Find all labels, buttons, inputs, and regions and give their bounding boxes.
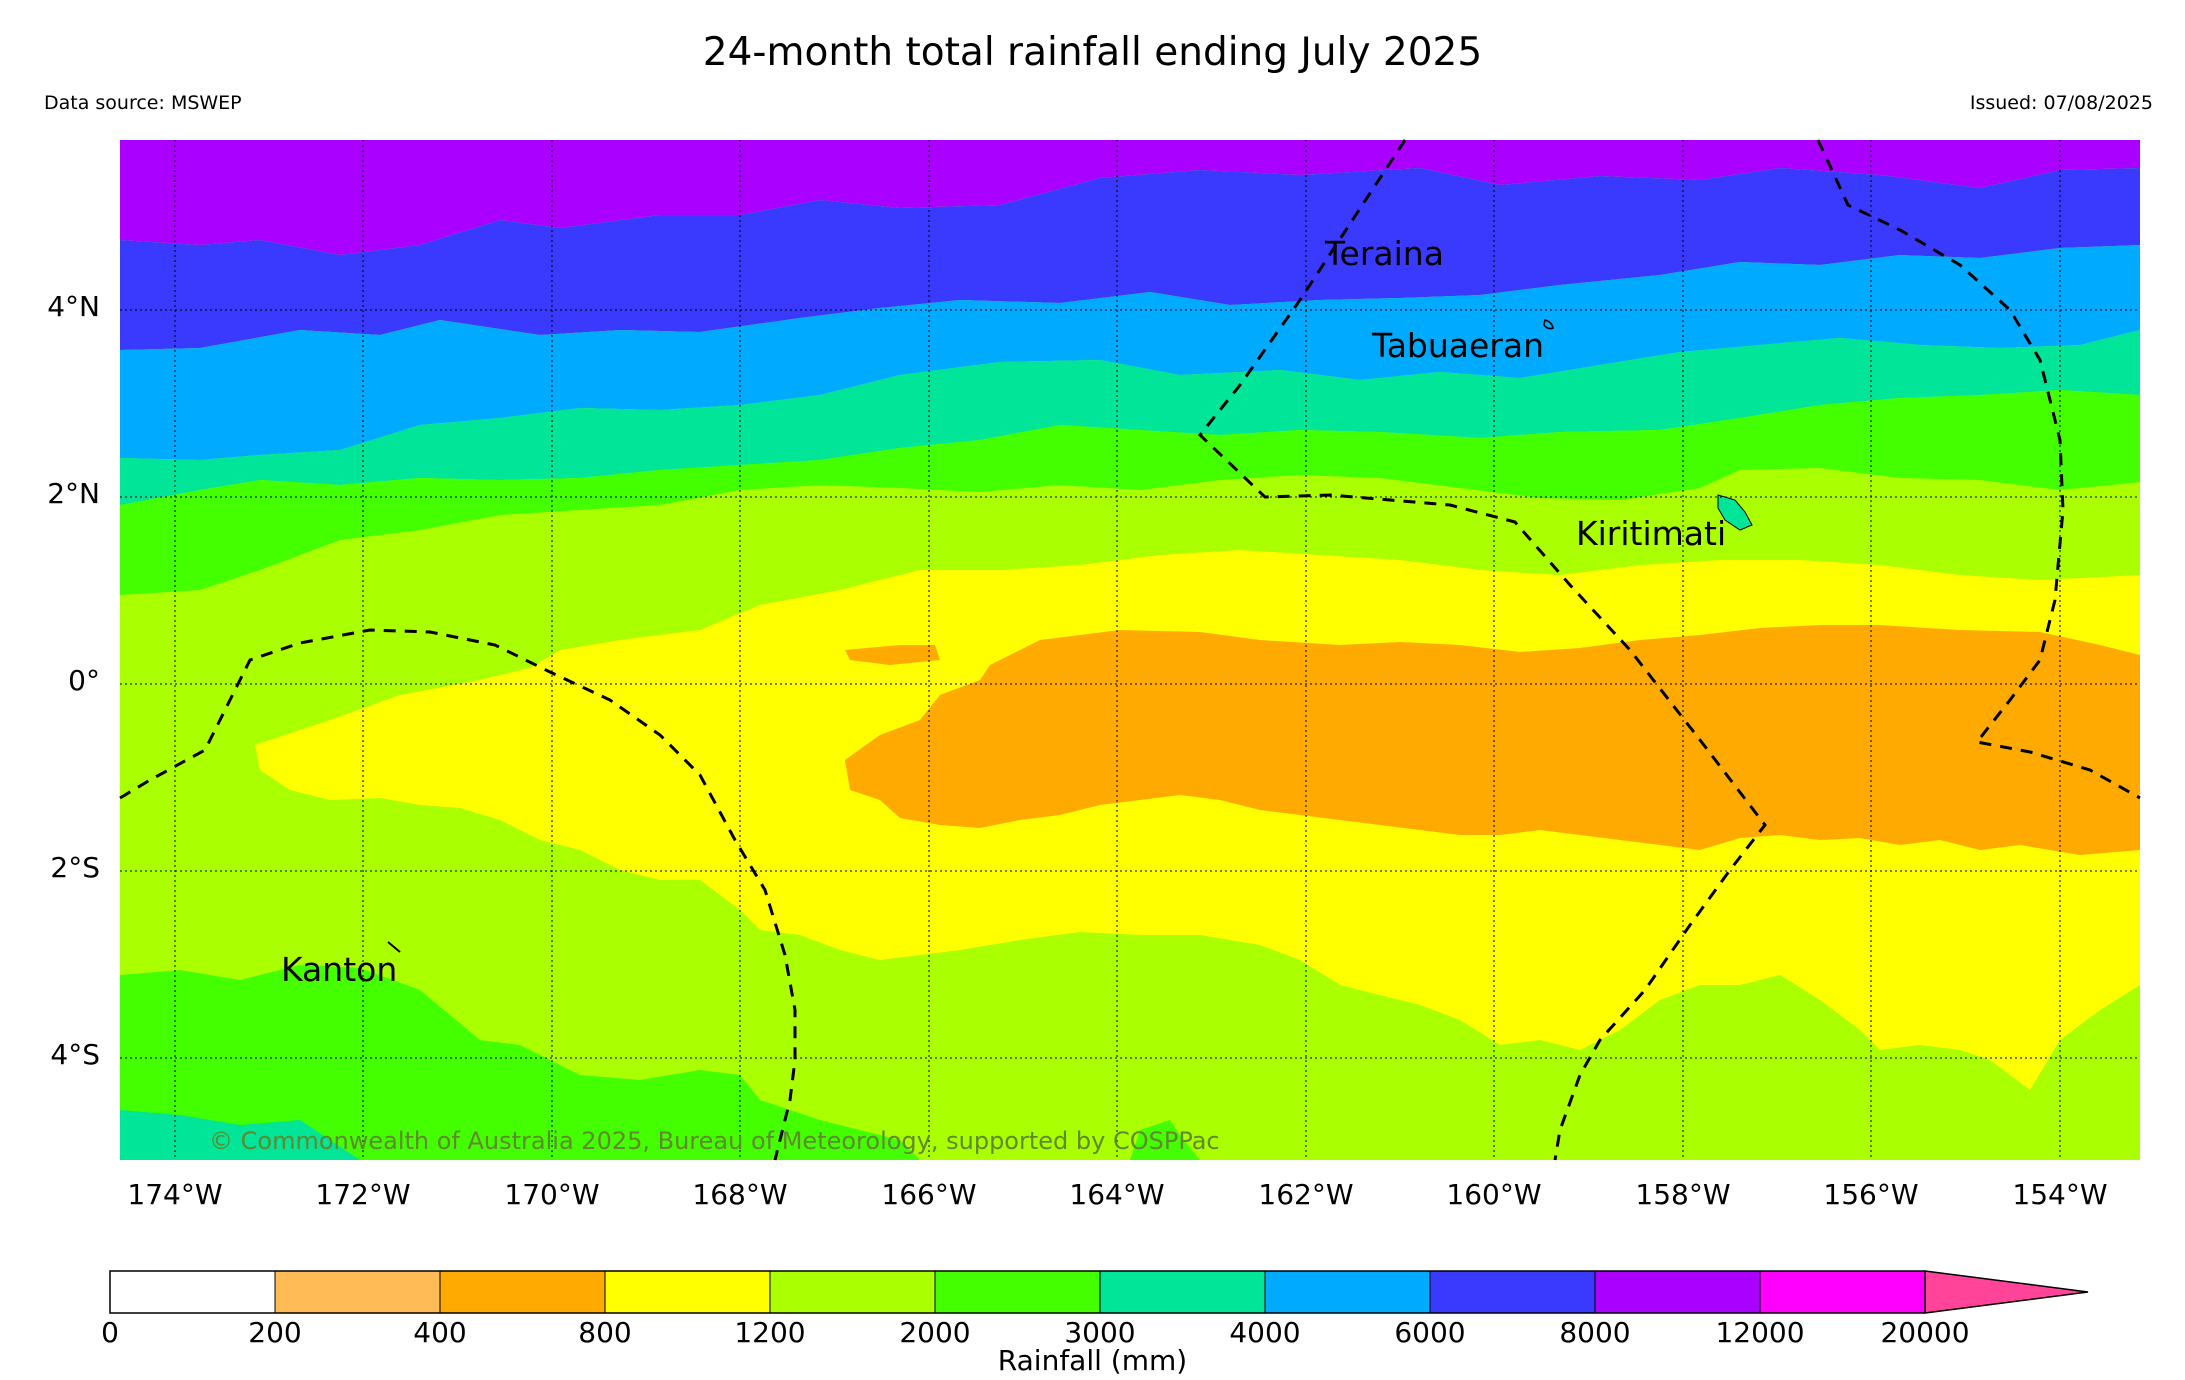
- eez-boundaries: [119, 139, 2141, 1161]
- lon-label-162w: 162°W: [1258, 1178, 1354, 1211]
- colorbar: [109, 1270, 2089, 1314]
- lon-label-166w: 166°W: [881, 1178, 977, 1211]
- lon-label-160w: 160°W: [1446, 1178, 1542, 1211]
- place-label-tabuaeran: Tabuaeran: [1371, 326, 1544, 365]
- colorbar-tick-3000: 3000: [1064, 1316, 1136, 1349]
- colorbar-swatch-3: [605, 1271, 770, 1313]
- colorbar-tick-4000: 4000: [1229, 1316, 1301, 1349]
- colorbar-tick-200: 200: [248, 1316, 302, 1349]
- colorbar-tick-12000: 12000: [1715, 1316, 1805, 1349]
- colorbar-swatch-7: [1265, 1271, 1430, 1313]
- colorbar-extend-arrow: [1924, 1270, 2089, 1314]
- band-2000-3000: [120, 390, 2140, 595]
- colorbar-tick-400: 400: [413, 1316, 467, 1349]
- colorbar-tick-2000: 2000: [899, 1316, 971, 1349]
- lat-label-2n: 2°N: [47, 477, 100, 510]
- band-3000-4000-south: [120, 1110, 360, 1160]
- colorbar-tick-8000: 8000: [1559, 1316, 1631, 1349]
- colorbar-swatch-10: [1760, 1271, 1925, 1313]
- band-8000-12000: [120, 140, 2140, 255]
- lon-label-158w: 158°W: [1635, 1178, 1731, 1211]
- lat-label-4s: 4°S: [50, 1038, 100, 1071]
- map-title: 24-month total rainfall ending July 2025: [702, 30, 1483, 75]
- place-label-kiritimati: Kiritimati: [1576, 514, 1726, 553]
- lat-label-4n: 4°N: [47, 290, 100, 323]
- colorbar-swatch-8: [1430, 1271, 1595, 1313]
- lat-label-0: 0°: [68, 664, 100, 697]
- lon-label-174w: 174°W: [127, 1178, 223, 1211]
- lat-label-2s: 2°S: [50, 851, 100, 884]
- band-4000-6000: [120, 245, 2140, 460]
- data-source-label: Data source: MSWEP: [44, 92, 242, 114]
- band-3000-4000: [120, 330, 2140, 505]
- colorbar-tick-20000: 20000: [1880, 1316, 1970, 1349]
- colorbar-tick-1200: 1200: [734, 1316, 806, 1349]
- place-label-kanton: Kanton: [281, 950, 397, 989]
- colorbar-tick-800: 800: [578, 1316, 632, 1349]
- colorbar-swatch-0: [110, 1271, 275, 1313]
- band-400-800: [845, 625, 2140, 855]
- lon-label-168w: 168°W: [692, 1178, 788, 1211]
- colorbar-swatch-9: [1595, 1271, 1760, 1313]
- rainfall-contours: [120, 140, 2140, 1160]
- lon-label-154w: 154°W: [2012, 1178, 2108, 1211]
- kanton-marker: [387, 941, 401, 953]
- colorbar-swatch-6: [1100, 1271, 1265, 1313]
- colorbar-swatch-2: [440, 1271, 605, 1313]
- lon-label-164w: 164°W: [1069, 1178, 1165, 1211]
- lon-label-172w: 172°W: [315, 1178, 411, 1211]
- graticule: [120, 140, 2140, 1160]
- lon-label-170w: 170°W: [504, 1178, 600, 1211]
- issued-date-label: Issued: 07/08/2025: [1969, 92, 2153, 114]
- lon-label-156w: 156°W: [1823, 1178, 1919, 1211]
- band-6000-8000: [120, 168, 2140, 350]
- place-label-teraina: Teraina: [1324, 234, 1444, 273]
- colorbar-tick-0: 0: [101, 1316, 119, 1349]
- colorbar-swatch-4: [770, 1271, 935, 1313]
- colorbar-swatch-1: [275, 1271, 440, 1313]
- colorbar-dividers: [274, 1271, 1761, 1313]
- band-2000-3000-south: [120, 965, 920, 1160]
- copyright-notice: © Commonwealth of Australia 2025, Bureau…: [209, 1127, 1220, 1155]
- island-tabuaeran: [1543, 319, 1554, 330]
- band-400-800-bit: [845, 645, 940, 665]
- colorbar-outline: [109, 1270, 1925, 1314]
- colorbar-tick-6000: 6000: [1394, 1316, 1466, 1349]
- band-2000-3000-southmid: [1130, 1120, 1200, 1160]
- colorbar-swatch-5: [935, 1271, 1100, 1313]
- colorbar-title: Rainfall (mm): [997, 1344, 1188, 1377]
- island-kiritimati: [1717, 494, 1753, 531]
